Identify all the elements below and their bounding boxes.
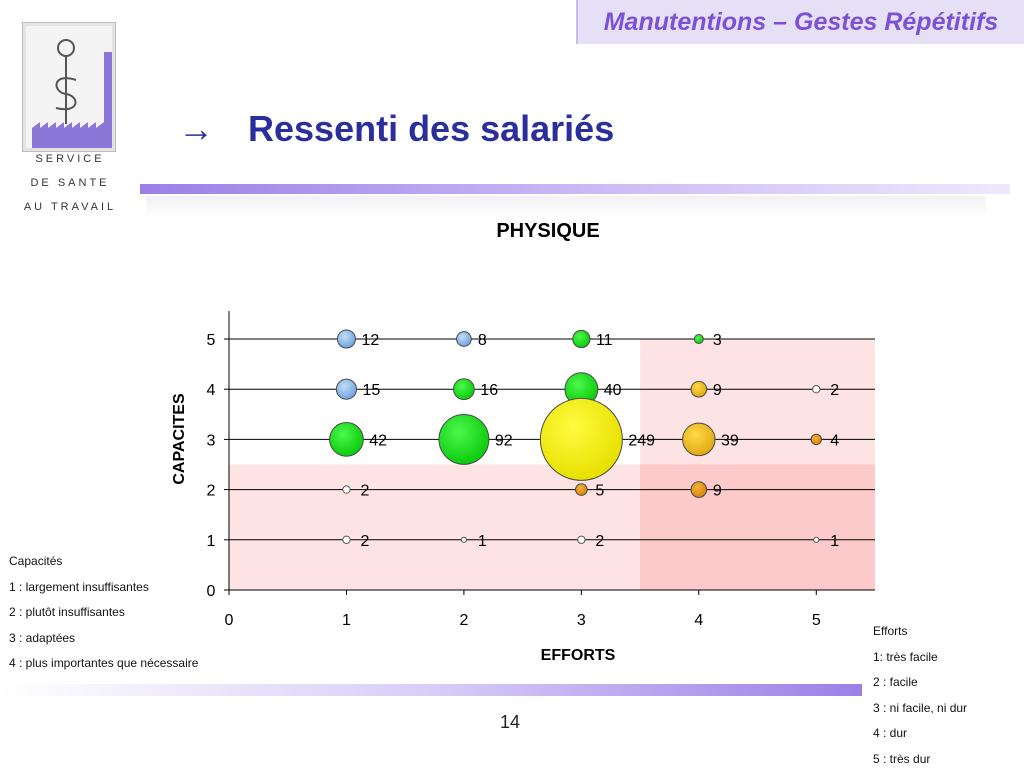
x-axis-label: EFFORTS [541, 647, 616, 664]
efforts-legend-item: 2 : facile [873, 670, 967, 696]
y-tick-label: 3 [207, 432, 216, 449]
bubble [457, 332, 472, 347]
x-tick-label: 1 [342, 612, 351, 629]
bubble-label: 39 [721, 432, 739, 449]
bubble-label: 40 [604, 382, 622, 399]
bubble-label: 2 [830, 382, 839, 399]
bubble-label: 249 [628, 432, 655, 449]
bubble [337, 330, 355, 348]
page-number: 14 [500, 712, 520, 733]
bubble-label: 12 [361, 332, 379, 349]
x-tick-label: 3 [577, 612, 586, 629]
bubble [578, 536, 585, 543]
efforts-legend-item: 3 : ni facile, ni dur [873, 696, 967, 722]
bubble [573, 330, 590, 347]
efforts-legend-item: 4 : dur [873, 721, 967, 747]
efforts-legend-item: 5 : très dur [873, 747, 967, 772]
x-tick-label: 4 [694, 612, 703, 629]
bubble-label: 92 [495, 432, 513, 449]
bubble [813, 386, 820, 393]
bubble-label: 1 [830, 533, 839, 550]
bubble-label: 9 [713, 382, 722, 399]
bubble [683, 423, 715, 455]
bubble-label: 1 [478, 533, 487, 550]
bubble-label: 9 [713, 483, 722, 500]
bubble [691, 482, 707, 498]
bubble [691, 381, 707, 397]
capacites-legend-item: 3 : adaptées [9, 626, 255, 652]
bubble-label: 15 [363, 382, 381, 399]
efforts-legend-item: 1: très facile [873, 645, 967, 671]
footer-divider [0, 684, 862, 696]
bubble-label: 42 [369, 432, 387, 449]
bubble-label: 16 [480, 382, 498, 399]
x-tick-label: 5 [812, 612, 821, 629]
bubble [814, 537, 819, 542]
bubble [343, 486, 350, 493]
capacites-legend-item: 2 : plutôt insuffisantes [9, 600, 255, 626]
bubble [336, 379, 356, 399]
y-tick-label: 1 [207, 533, 216, 550]
x-tick-label: 2 [459, 612, 468, 629]
bubble [576, 484, 588, 496]
capacites-legend-item: 1 : largement insuffisantes [9, 575, 255, 601]
bubble-label: 2 [595, 533, 604, 550]
efforts-legend: Efforts 1: très facile 2 : facile 3 : ni… [873, 619, 967, 772]
bubble [439, 414, 489, 464]
bubble-label: 5 [595, 483, 604, 500]
y-tick-label: 5 [207, 332, 216, 349]
bubble-label: 3 [713, 332, 722, 349]
y-axis-label: CAPACITES [171, 393, 188, 485]
bubble-label: 4 [830, 432, 839, 449]
y-tick-label: 2 [207, 483, 216, 500]
bubble [540, 398, 622, 480]
capacites-legend-item: 4 : plus importantes que nécessaire [9, 651, 255, 677]
bubble-label: 11 [596, 332, 613, 349]
bubble [694, 334, 703, 343]
bubble [461, 537, 466, 542]
bubble [454, 379, 475, 400]
bubble-label: 2 [360, 533, 369, 550]
bubble-label: 2 [360, 483, 369, 500]
efforts-legend-heading: Efforts [873, 619, 967, 645]
bubble [330, 423, 364, 457]
capacites-legend-heading: Capacités [9, 549, 255, 575]
y-tick-label: 4 [207, 382, 216, 399]
shaded-zone [640, 465, 875, 591]
bubble-label: 8 [478, 332, 487, 349]
capacites-legend: Capacités 1 : largement insuffisantes 2 … [9, 549, 255, 702]
bubble [343, 536, 350, 543]
bubble [811, 434, 821, 444]
chart-title: PHYSIQUE [496, 220, 599, 242]
